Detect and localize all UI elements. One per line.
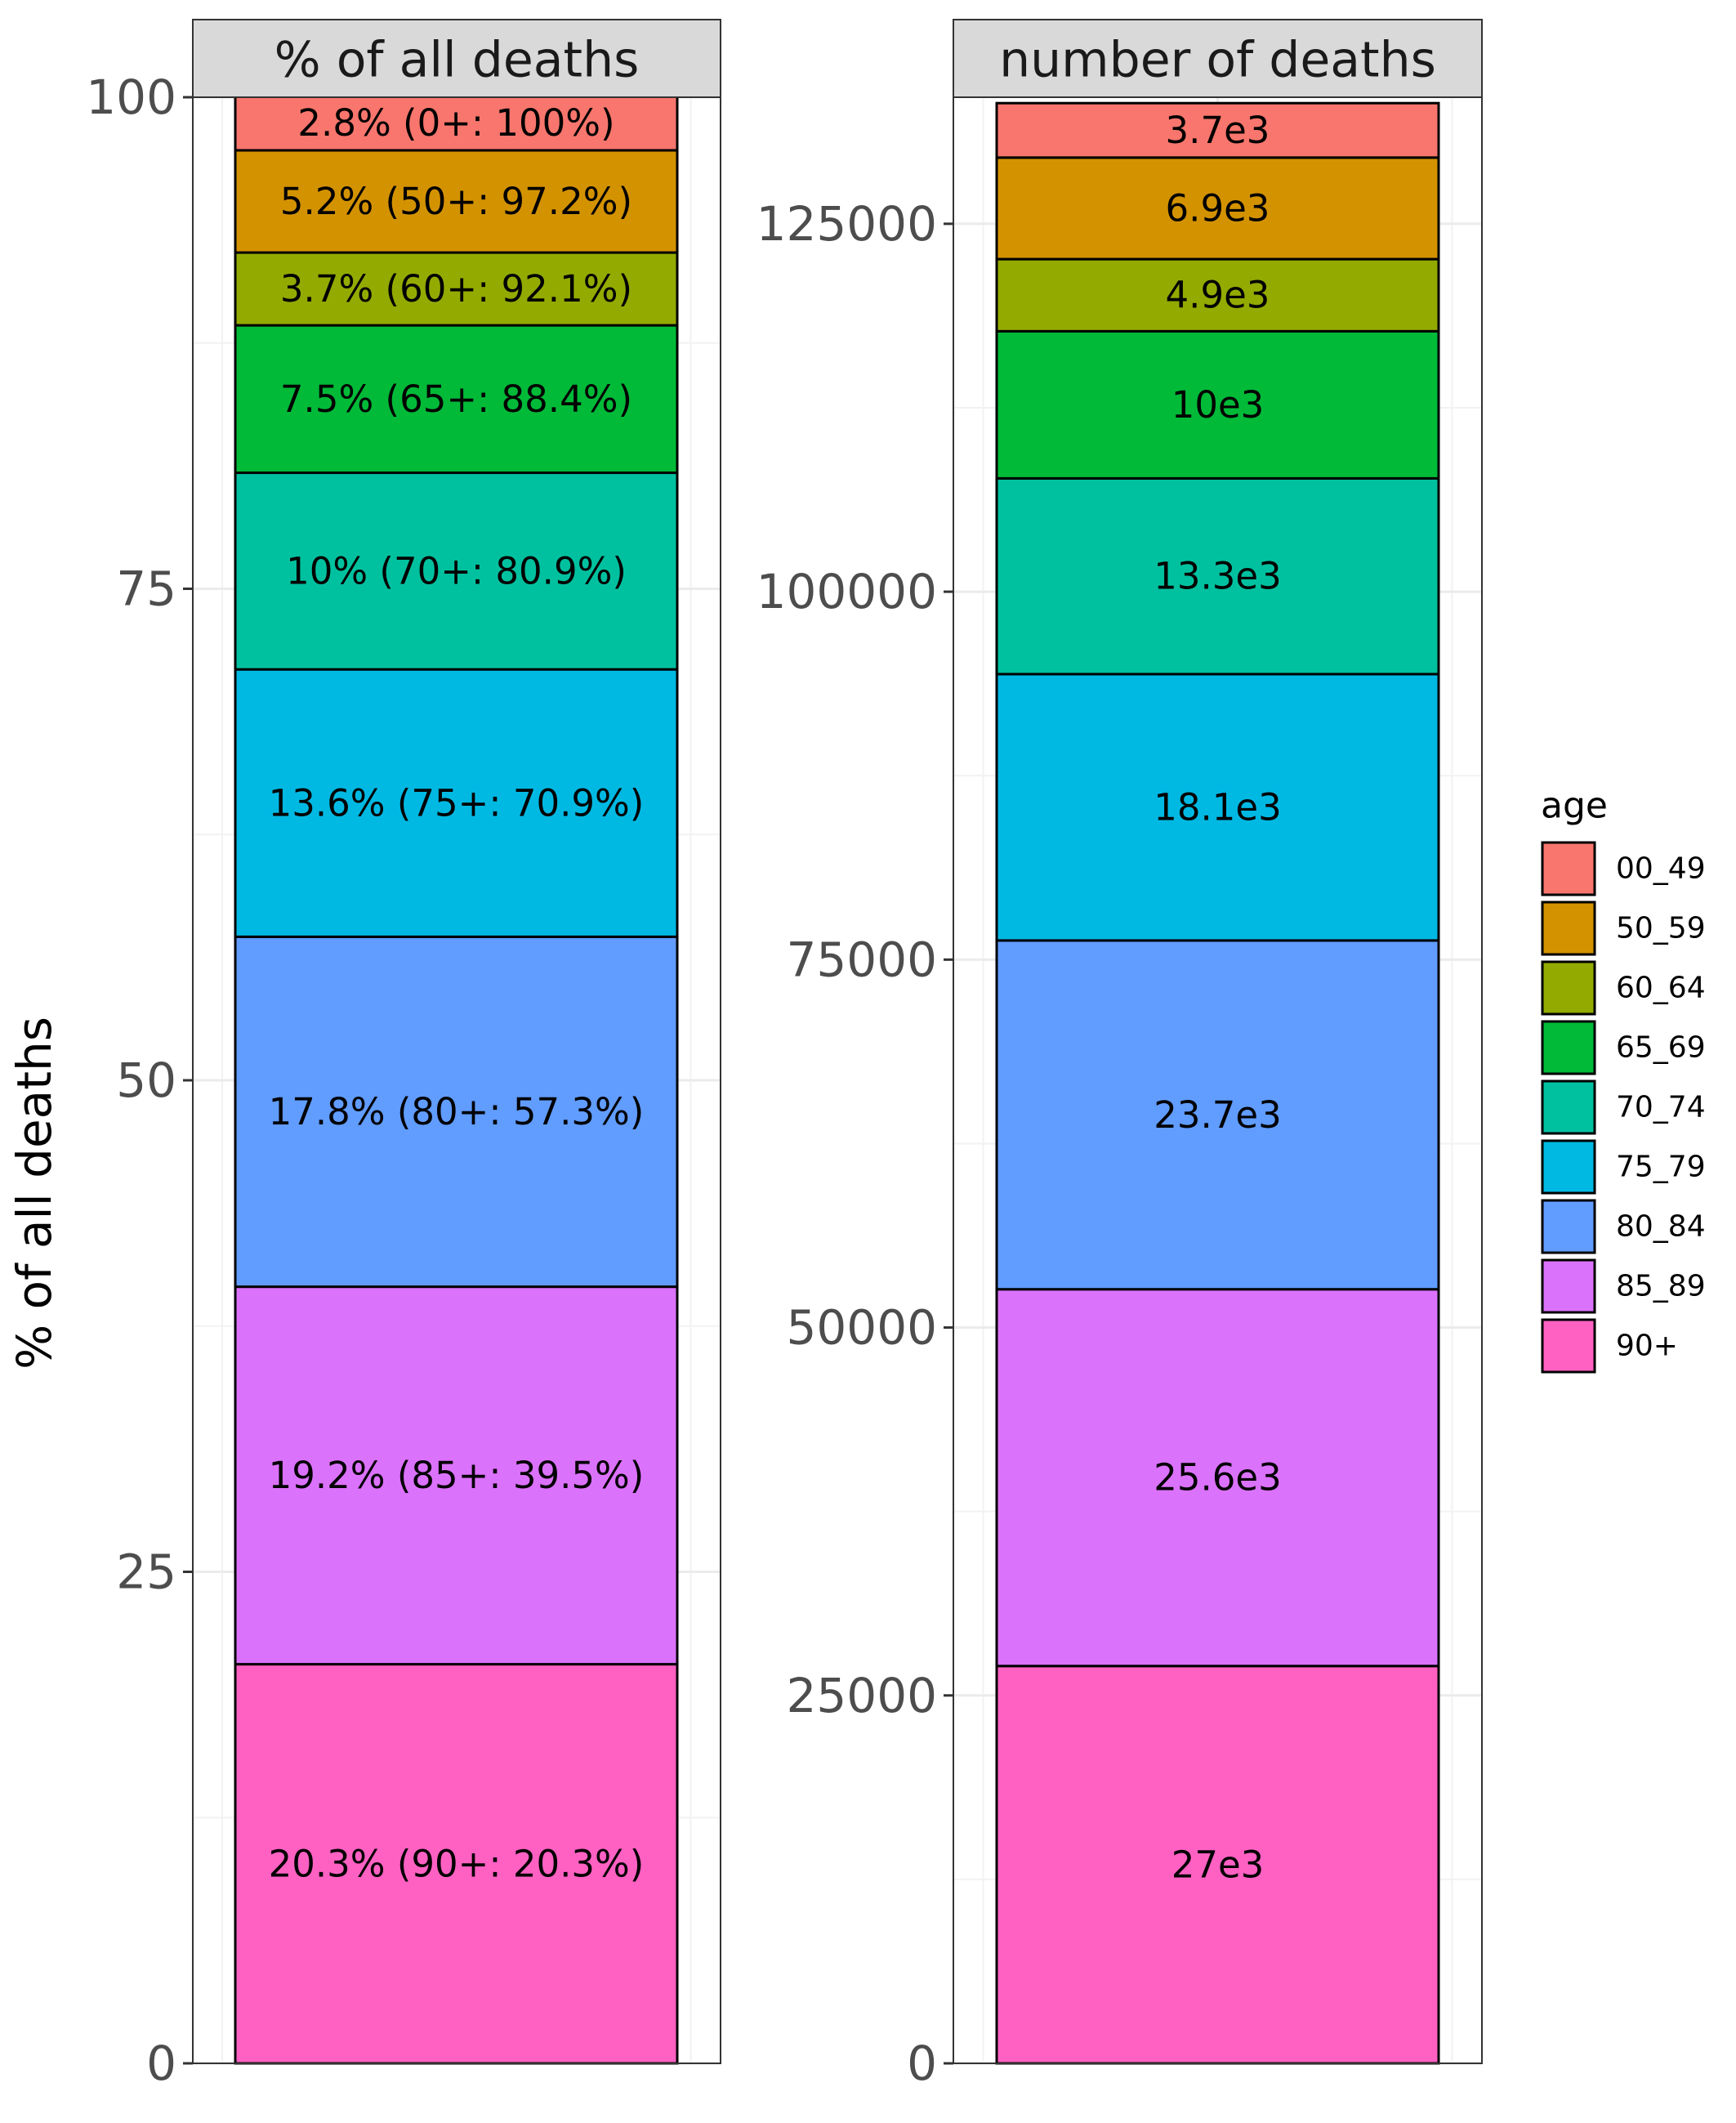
bar-segment-85_89 <box>234 1285 679 1666</box>
segment-label-90+: 20.3% (90+: 20.3%) <box>269 1842 645 1885</box>
legend-label-75_79: 75_79 <box>1616 1151 1706 1184</box>
legend-key-00_49 <box>1541 841 1596 896</box>
bar-segment-50_59 <box>234 149 679 254</box>
segment-label-50_59: 6.9e3 <box>1166 186 1270 230</box>
segment-label-90+: 27e3 <box>1171 1843 1265 1886</box>
y-tick-label: 25 <box>116 1544 176 1600</box>
bar-segment-80_84 <box>995 939 1440 1291</box>
legend-label-90+: 90+ <box>1616 1330 1678 1363</box>
facet-strip-title: % of all deaths <box>274 32 640 89</box>
legend-key-75_79 <box>1541 1139 1596 1195</box>
legend-key-90+ <box>1541 1318 1596 1374</box>
segment-label-60_64: 4.9e3 <box>1166 274 1270 317</box>
segment-label-00_49: 3.7e3 <box>1166 109 1270 152</box>
segment-label-70_74: 10% (70+: 80.9%) <box>286 549 627 592</box>
bar-segment-65_69 <box>234 324 679 475</box>
legend-key-85_89 <box>1541 1258 1596 1314</box>
legend-label-80_84: 80_84 <box>1616 1210 1706 1244</box>
y-tick-label: 75 <box>116 561 176 617</box>
segment-label-80_84: 17.8% (80+: 57.3%) <box>269 1090 645 1133</box>
legend-label-00_49: 00_49 <box>1616 852 1706 886</box>
bar-segment-75_79 <box>234 668 679 938</box>
legend-key-50_59 <box>1541 901 1596 956</box>
facet-strip <box>953 19 1483 98</box>
bar-segment-00_49 <box>234 94 679 152</box>
facet-strip-title: number of deaths <box>999 32 1436 89</box>
legend-label-60_64: 60_64 <box>1616 972 1706 1005</box>
segment-label-60_64: 3.7% (60+: 92.1%) <box>280 267 632 311</box>
segment-label-65_69: 10e3 <box>1171 383 1265 427</box>
legend-title: age <box>1541 785 1608 827</box>
y-tick-label: 50 <box>116 1053 176 1108</box>
segment-label-75_79: 18.1e3 <box>1154 785 1282 829</box>
bar-segment-60_64 <box>234 251 679 327</box>
panel-2: 27e3 25.6e3 23.7e3 18.1e3 13.3e3 10e3 4.9e3 6.9… <box>756 19 1483 2091</box>
legend-label-65_69: 65_69 <box>1616 1031 1706 1065</box>
segment-label-65_69: 7.5% (65+: 88.4%) <box>280 378 632 421</box>
bar-segment-00_49 <box>995 101 1440 159</box>
segment-label-00_49: 2.8% (0+: 100%) <box>297 101 614 145</box>
segment-label-75_79: 13.6% (75+: 70.9%) <box>269 781 645 825</box>
bar-segment-90+ <box>995 1665 1440 2065</box>
facet-strip <box>192 19 721 98</box>
bar-segment-80_84 <box>234 935 679 1289</box>
segment-label-70_74: 13.3e3 <box>1154 555 1282 598</box>
legend-label-70_74: 70_74 <box>1616 1091 1706 1124</box>
legend-label-50_59: 50_59 <box>1616 912 1706 945</box>
y-tick-label: 0 <box>907 2036 937 2091</box>
legend-label-85_89: 85_89 <box>1616 1270 1706 1303</box>
segment-label-85_89: 25.6e3 <box>1154 1456 1282 1500</box>
y-tick-label: 50000 <box>786 1300 937 1356</box>
y-tick-label: 125000 <box>756 196 937 252</box>
y-tick-label: 0 <box>146 2036 176 2091</box>
legend-key-80_84 <box>1541 1199 1596 1254</box>
y-tick-label: 100000 <box>756 564 937 619</box>
legend-key-60_64 <box>1541 960 1596 1016</box>
y-tick-label: 75000 <box>786 932 937 987</box>
bar-segment-70_74 <box>995 476 1440 676</box>
y-axis-label: % of all deaths <box>7 1017 62 1370</box>
legend-key-70_74 <box>1541 1079 1596 1135</box>
segment-label-80_84: 23.7e3 <box>1154 1093 1282 1137</box>
bar-segment-75_79 <box>995 673 1440 942</box>
bar-segment-50_59 <box>995 156 1440 261</box>
facet-panels: 20.3% (90+: 20.3%) 19.2% (85+: 39.5%) 17.8… <box>86 19 1483 2091</box>
legend-key-65_69 <box>1541 1020 1596 1075</box>
y-tick-label: 100 <box>86 69 176 125</box>
bar-segment-70_74 <box>234 472 679 671</box>
bar-segment-65_69 <box>995 329 1440 480</box>
segment-label-50_59: 5.2% (50+: 97.2%) <box>280 180 632 223</box>
y-tick-label: 25000 <box>786 1668 937 1723</box>
segment-label-85_89: 19.2% (85+: 39.5%) <box>269 1454 645 1497</box>
panel-1: 20.3% (90+: 20.3%) 19.2% (85+: 39.5%) 17.8… <box>86 19 721 2091</box>
